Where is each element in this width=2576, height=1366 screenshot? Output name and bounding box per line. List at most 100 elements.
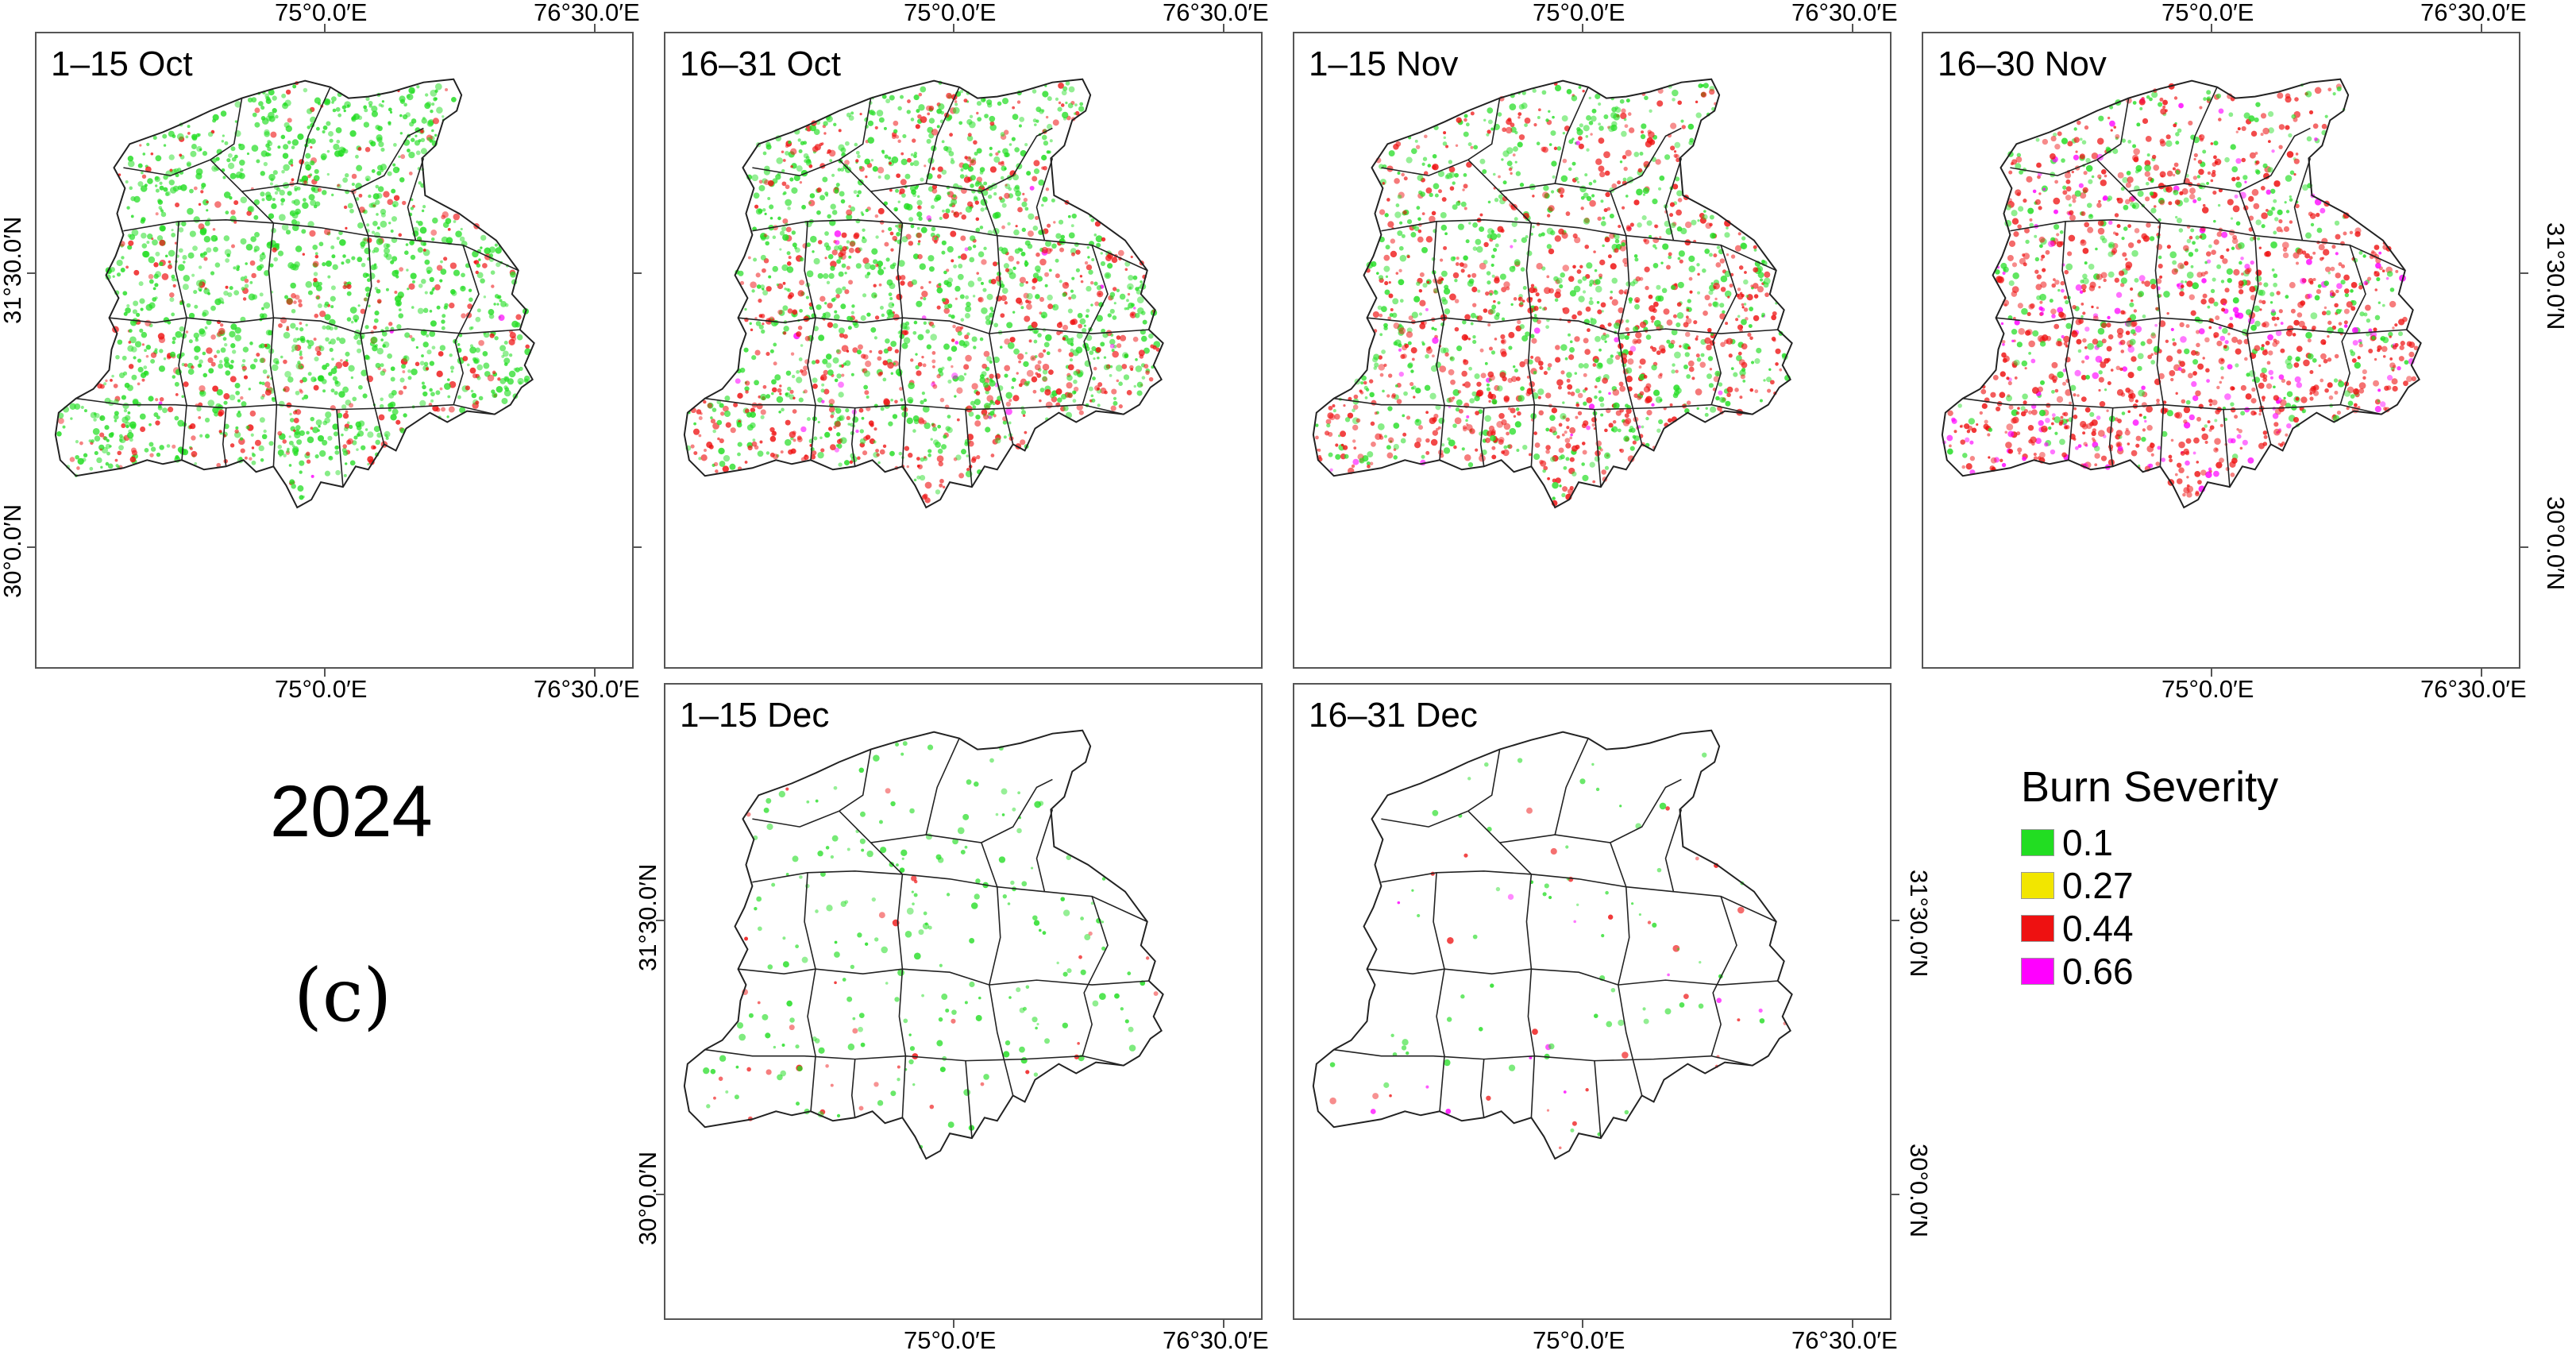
district-boundary — [2108, 407, 2114, 467]
burn-pixels — [703, 741, 1159, 1149]
map-panel-dec-2: 16–31 Dec — [1293, 683, 1892, 1320]
district-boundary — [752, 98, 872, 176]
district-boundary — [839, 810, 903, 875]
district-boundary — [1381, 749, 1501, 828]
district-boundary — [1710, 896, 1737, 1056]
district-boundary — [1525, 874, 1536, 1118]
punjab-map — [1312, 78, 1793, 509]
panel-title: 16–30 Nov — [1938, 44, 2107, 83]
lat-label: 31°30.0′N — [1905, 870, 1933, 978]
burn-pixels — [56, 81, 532, 500]
district-boundary — [850, 407, 856, 467]
lon-label: 76°30.0′E — [2420, 675, 2527, 703]
panel-title: 1–15 Nov — [1309, 44, 1459, 83]
district-boundary — [965, 409, 973, 488]
legend-swatch — [2021, 872, 2054, 899]
district-boundary — [1525, 222, 1536, 467]
district-boundary — [1618, 886, 1643, 1096]
district-boundary — [2339, 245, 2366, 405]
state-boundary — [54, 78, 535, 509]
district-boundary — [1333, 1048, 1753, 1067]
year-label: 2024 — [270, 771, 433, 852]
district-boundary — [2183, 87, 2218, 184]
district-boundary — [1554, 87, 1589, 184]
legend-title: Burn Severity — [2021, 763, 2279, 811]
lon-label: 76°30.0′E — [534, 675, 640, 703]
district-boundary — [804, 221, 816, 461]
legend: Burn Severity 0.1 0.27 0.44 0.66 — [2021, 762, 2278, 993]
state-boundary — [683, 78, 1164, 509]
district-boundary — [1594, 1060, 1602, 1139]
state-boundary — [1312, 729, 1793, 1160]
lon-label: 75°0.0′E — [275, 675, 368, 703]
district-boundary — [268, 222, 278, 467]
district-boundary — [752, 219, 1148, 272]
district-boundary — [1479, 407, 1485, 467]
burn-pixels — [1315, 82, 1791, 507]
district-boundary — [123, 219, 519, 272]
district-boundary — [981, 191, 998, 236]
district-boundary — [352, 191, 369, 236]
district-boundary — [738, 968, 1149, 986]
lon-label: 76°30.0′E — [1791, 0, 1898, 26]
district-boundary — [1381, 870, 1777, 923]
district-boundary — [2096, 159, 2161, 224]
district-boundary — [1381, 219, 1777, 272]
district-boundary — [1664, 157, 1683, 241]
district-boundary — [1082, 245, 1109, 405]
legend-swatch — [2021, 915, 2054, 942]
district-boundary — [925, 87, 960, 184]
district-boundary — [1433, 872, 1445, 1112]
district-boundary — [870, 127, 1053, 192]
panel-title: 1–15 Dec — [680, 696, 830, 735]
map-panel-oct-1: 1–15 Oct — [35, 32, 634, 669]
district-boundary — [1499, 778, 1682, 843]
district-boundary — [704, 1048, 1124, 1067]
district-boundary — [1610, 842, 1627, 887]
lon-label: 75°0.0′E — [904, 1326, 997, 1354]
district-boundary — [870, 778, 1053, 843]
district-boundary — [453, 245, 480, 405]
district-boundary — [1610, 191, 1627, 236]
district-boundary — [175, 221, 187, 461]
district-boundary — [965, 1060, 973, 1139]
district-boundary — [1082, 896, 1109, 1056]
district-boundary — [1367, 968, 1778, 986]
legend-item: 0.66 — [2021, 950, 2278, 993]
lon-label: 76°30.0′E — [1791, 1326, 1898, 1354]
district-boundary — [1594, 409, 1602, 488]
district-boundary — [2154, 222, 2165, 467]
legend-label: 0.1 — [2062, 822, 2113, 863]
district-boundary — [925, 738, 960, 835]
burn-pixels — [685, 80, 1161, 504]
district-boundary — [1996, 317, 2407, 334]
legend-label: 0.66 — [2062, 951, 2134, 992]
legend-swatch — [2021, 958, 2054, 985]
punjab-map — [54, 78, 535, 509]
district-boundary — [1367, 317, 1778, 334]
district-boundary — [752, 870, 1148, 923]
lon-label: 75°0.0′E — [1533, 1326, 1625, 1354]
lat-label: 31°30.0′N — [0, 216, 26, 324]
district-boundary — [850, 1059, 856, 1118]
lat-label: 30°0.0′N — [0, 504, 26, 598]
district-boundary — [336, 409, 344, 488]
lat-label: 31°30.0′N — [2542, 222, 2570, 330]
map-panel-nov-1: 1–15 Nov — [1293, 32, 1892, 669]
map-panel-oct-2: 16–31 Oct — [664, 32, 1263, 669]
district-boundary — [738, 317, 1149, 334]
burn-pixels — [1942, 83, 2419, 498]
lat-label: 30°0.0′N — [2542, 496, 2570, 591]
district-boundary — [2239, 191, 2256, 236]
district-boundary — [1433, 221, 1445, 461]
lon-label: 76°30.0′E — [1163, 0, 1269, 26]
punjab-map — [683, 729, 1164, 1160]
district-boundary — [897, 222, 907, 467]
state-boundary — [683, 729, 1164, 1160]
lat-label: 31°30.0′N — [634, 863, 661, 971]
district-boundary — [2246, 235, 2272, 445]
legend-item: 0.44 — [2021, 907, 2278, 950]
burn-pixels — [1329, 752, 1787, 1150]
lon-label: 75°0.0′E — [275, 0, 368, 26]
district-boundary — [2223, 409, 2231, 488]
